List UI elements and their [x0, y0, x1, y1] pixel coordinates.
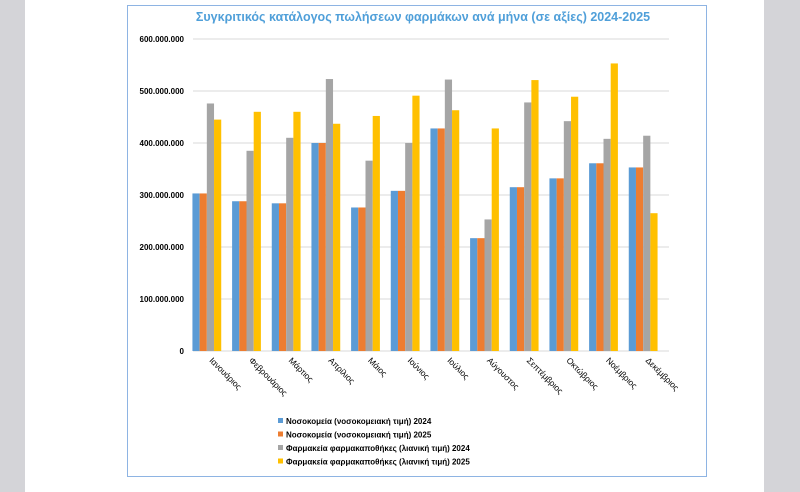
bar	[563, 121, 572, 351]
y-tick-label: 200.000.000	[140, 243, 185, 252]
x-category-label: Ιούλιος	[445, 355, 471, 381]
legend-swatch	[278, 431, 283, 437]
x-category-label: Ιούνιος	[406, 355, 432, 381]
bar	[603, 138, 611, 351]
bar	[311, 143, 319, 351]
bar	[253, 111, 261, 351]
legend-swatch	[278, 418, 283, 423]
legend-swatch	[278, 458, 283, 464]
x-category-label: Αύγουστος	[485, 355, 521, 391]
y-tick-label: 400.000.000	[140, 139, 185, 148]
bar	[199, 193, 207, 351]
x-category-label: Οκτώβριος	[564, 355, 600, 391]
bar	[477, 238, 485, 351]
bar	[531, 80, 539, 351]
y-tick-label: 100.000.000	[140, 295, 185, 304]
bar	[365, 160, 373, 351]
legend-label: Νοσοκομεία (νοσοκομειακή τιμή) 2025	[286, 431, 432, 440]
bar	[524, 102, 532, 351]
x-category-label: Σεπτέμβριος	[525, 355, 566, 396]
bar	[610, 63, 618, 351]
bar	[589, 163, 597, 351]
bar	[412, 95, 420, 352]
bar	[484, 219, 492, 351]
x-category-label: Νοέμβριος	[604, 355, 639, 390]
legend-label: Φαρμακεία φαρμακαποθήκες (λιανική τιμή) …	[286, 444, 470, 453]
bar	[596, 163, 604, 351]
bar	[516, 187, 525, 351]
x-category-label: Απρίλιος	[326, 355, 357, 386]
chart-frame: Συγκριτικός κατάλογος πωλήσεων φαρμάκων …	[127, 5, 707, 477]
bar	[397, 190, 406, 351]
bar	[286, 137, 294, 351]
bar	[192, 193, 200, 351]
bar	[491, 128, 499, 351]
bar	[390, 190, 398, 351]
y-tick-label: 0	[180, 347, 185, 356]
bar	[405, 143, 413, 351]
legend-label: Φαρμακεία φαρμακαποθήκες (λιανική τιμή) …	[286, 458, 470, 467]
bar	[444, 79, 453, 351]
bar	[635, 167, 644, 351]
bar	[556, 178, 564, 351]
x-category-label: Φεβρουάριος	[247, 355, 290, 398]
bar	[372, 115, 380, 352]
bar	[351, 207, 359, 351]
bar	[452, 110, 460, 352]
bar	[206, 103, 215, 351]
bar	[246, 150, 254, 351]
bar	[333, 123, 341, 351]
bar	[214, 119, 222, 351]
x-category-label: Μάιος	[366, 355, 389, 378]
y-tick-label: 300.000.000	[140, 191, 185, 200]
bar	[318, 143, 326, 351]
legend-label: Νοσοκομεία (νοσοκομειακή τιμή) 2024	[286, 417, 432, 426]
bar	[271, 203, 279, 351]
bar	[239, 201, 247, 351]
x-category-label: Δεκέμβριος	[644, 355, 681, 392]
bar	[293, 111, 301, 351]
y-tick-label: 500.000.000	[140, 87, 185, 96]
bar	[437, 128, 445, 351]
bar	[509, 187, 517, 351]
y-tick-label: 600.000.000	[140, 35, 185, 44]
bar	[278, 203, 287, 351]
bar	[628, 167, 636, 351]
bar	[650, 213, 658, 351]
legend-swatch	[278, 445, 283, 450]
chart-title: Συγκριτικός κατάλογος πωλήσεων φαρμάκων …	[196, 10, 650, 24]
bar-chart: Συγκριτικός κατάλογος πωλήσεων φαρμάκων …	[140, 10, 682, 467]
x-category-label: Ιανουάριος	[207, 355, 243, 391]
bar	[470, 238, 478, 351]
bar	[358, 207, 366, 351]
bar	[430, 128, 438, 351]
bar	[643, 135, 651, 351]
bar	[549, 178, 557, 351]
bar	[232, 201, 240, 351]
bar	[325, 79, 334, 351]
x-category-label: Μάρτιος	[287, 355, 316, 384]
document-page: Συγκριτικός κατάλογος πωλήσεων φαρμάκων …	[25, 0, 764, 492]
bar	[571, 96, 579, 351]
